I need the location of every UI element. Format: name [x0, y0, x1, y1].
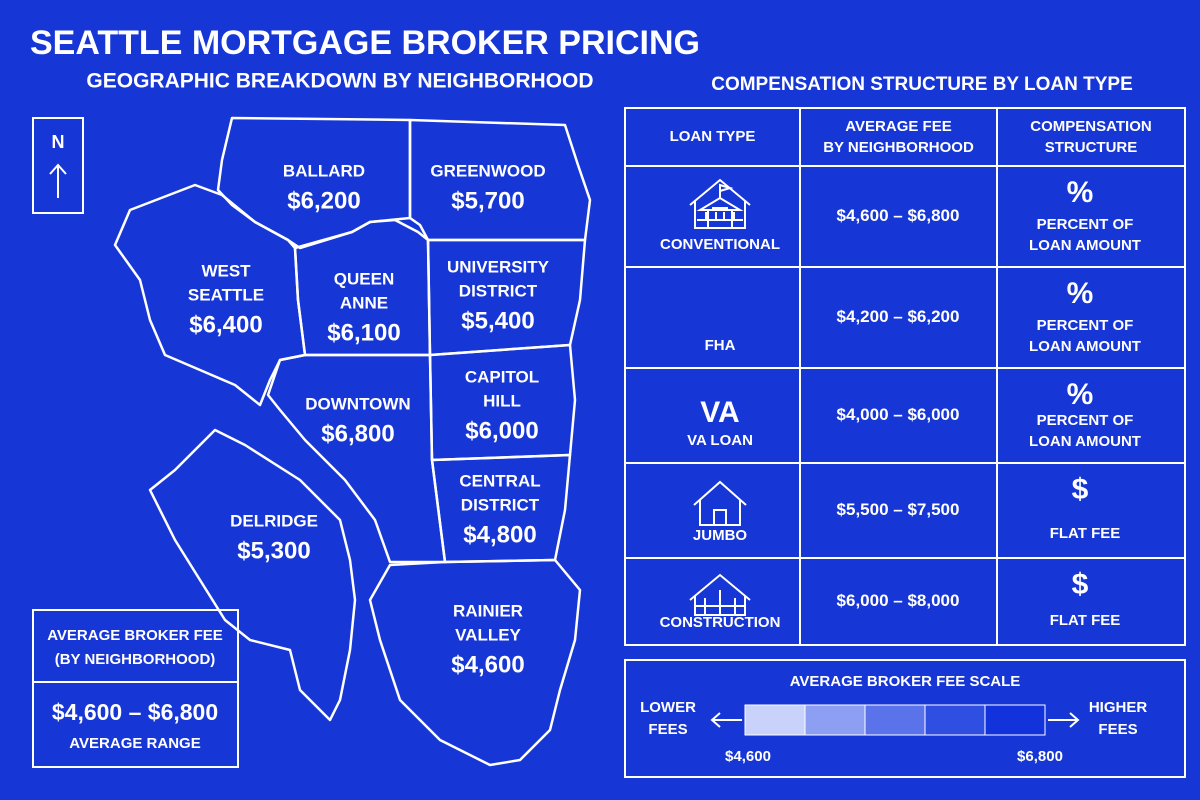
- scale-min: $4,600: [725, 748, 771, 765]
- neighborhood-fee: $6,000: [465, 417, 538, 444]
- summary-range: $4,600 – $6,800: [52, 699, 218, 725]
- structure-text: LOAN AMOUNT: [1029, 237, 1141, 254]
- neighborhood-name: RAINIER: [453, 601, 523, 620]
- region: [426, 238, 587, 357]
- structure-text: PERCENT OF: [1037, 412, 1134, 429]
- structure-symbol: %: [1067, 378, 1094, 411]
- neighborhood-name: DELRIDGE: [230, 511, 318, 530]
- fee-range: $4,200 – $6,200: [837, 307, 960, 326]
- neighborhood-name: UNIVERSITY: [447, 257, 550, 276]
- region: [266, 353, 447, 564]
- neighborhood-name: GREENWOOD: [430, 161, 545, 180]
- structure-symbol: $: [1072, 473, 1089, 506]
- loan-type: CONSTRUCTION: [660, 614, 781, 631]
- scale-low: FEES: [648, 721, 687, 738]
- neighborhood-name: SEATTLE: [188, 285, 264, 304]
- scale-swatch: [984, 704, 1046, 736]
- structure-text: PERCENT OF: [1037, 216, 1134, 233]
- neighborhood-fee: $5,400: [461, 307, 534, 334]
- neighborhood-name: DOWNTOWN: [305, 394, 410, 413]
- column-header: BY NEIGHBORHOOD: [823, 139, 974, 156]
- scale-low: LOWER: [640, 699, 696, 716]
- neighborhood-fee: $4,800: [463, 521, 536, 548]
- neighborhood-name: CENTRAL: [459, 471, 540, 490]
- compass-box: [32, 117, 84, 214]
- structure-text: FLAT FEE: [1050, 525, 1121, 542]
- table: LOAN TYPE AVERAGE FEE BY NEIGHBORHOOD COMPE…: [624, 107, 1186, 646]
- neighborhood-name: DISTRICT: [461, 495, 540, 514]
- neighborhood-fee: $6,200: [287, 187, 360, 214]
- neighborhood-name: CAPITOL: [465, 367, 539, 386]
- table-border: [624, 107, 1186, 646]
- loan-type: FHA: [705, 337, 736, 354]
- summary-box: [32, 609, 239, 768]
- scale-swatch: [924, 704, 986, 736]
- structure-text: PERCENT OF: [1037, 317, 1134, 334]
- neighborhood-name: DISTRICT: [459, 281, 538, 300]
- neighborhood-fee: $4,600: [451, 651, 524, 678]
- structure-text: LOAN AMOUNT: [1029, 338, 1141, 355]
- map: [113, 116, 592, 767]
- summary-caption: AVERAGE RANGE: [69, 735, 200, 752]
- scale-high: FEES: [1098, 721, 1137, 738]
- structure-text: FLAT FEE: [1050, 612, 1121, 629]
- scale-max: $6,800: [1017, 748, 1063, 765]
- loan-icon: [695, 183, 745, 229]
- loan-type: VA LOAN: [687, 432, 753, 449]
- summary-title: AVERAGE BROKER FEE: [47, 627, 223, 644]
- loan-icon: [689, 573, 751, 616]
- structure-symbol: %: [1067, 176, 1094, 209]
- scale-arrows: [710, 712, 1080, 728]
- structure-symbol: $: [1072, 568, 1089, 601]
- loan-type: CONVENTIONAL: [660, 236, 780, 253]
- column-header: COMPENSATION: [1030, 118, 1151, 135]
- fee-range: $4,600 – $6,800: [837, 206, 960, 225]
- neighborhood-fee: $6,100: [327, 319, 400, 346]
- scale-box: [624, 659, 1186, 778]
- neighborhood-name: BALLARD: [283, 161, 365, 180]
- structure-symbol: %: [1067, 277, 1094, 310]
- neighborhood-name: VALLEY: [455, 625, 521, 644]
- scale-high: HIGHER: [1089, 699, 1148, 716]
- region: [368, 558, 582, 767]
- table-title: COMPENSATION STRUCTURE BY LOAN TYPE: [711, 74, 1133, 95]
- loan-icon-text: VA: [700, 396, 739, 429]
- column-header: LOAN TYPE: [670, 128, 756, 145]
- region: [430, 453, 572, 564]
- neighborhood-name: QUEEN: [334, 269, 394, 288]
- title: SEATTLE MORTGAGE BROKER PRICING: [30, 24, 700, 62]
- region: [113, 183, 307, 407]
- region: [293, 218, 432, 357]
- summary-title: (BY NEIGHBORHOOD): [55, 651, 216, 668]
- subtitle: GEOGRAPHIC BREAKDOWN BY NEIGHBORHOOD: [86, 70, 593, 93]
- column-header: STRUCTURE: [1045, 139, 1138, 156]
- neighborhood-fee: $6,800: [321, 420, 394, 447]
- neighborhood-name: WEST: [201, 261, 251, 280]
- scale-swatch: [744, 704, 806, 736]
- region: [428, 343, 577, 462]
- compass-arrow: [49, 163, 67, 198]
- fee-range: $4,000 – $6,000: [837, 405, 960, 424]
- fee-range: $6,000 – $8,000: [837, 591, 960, 610]
- compass-label: N: [52, 132, 65, 152]
- neighborhood-name: ANNE: [340, 293, 388, 312]
- region: [148, 428, 357, 722]
- fee-range: $5,500 – $7,500: [837, 500, 960, 519]
- neighborhood-name: HILL: [483, 391, 521, 410]
- column-header: AVERAGE FEE: [845, 118, 951, 135]
- loan-icon: [693, 480, 747, 526]
- structure-text: LOAN AMOUNT: [1029, 433, 1141, 450]
- neighborhood-fee: $5,700: [451, 187, 524, 214]
- loan-type: JUMBO: [693, 527, 748, 544]
- scale-swatch: [864, 704, 926, 736]
- scale-swatch: [804, 704, 866, 736]
- neighborhood-fee: $5,300: [237, 537, 310, 564]
- scale-title: AVERAGE BROKER FEE SCALE: [790, 673, 1021, 690]
- neighborhood-fee: $6,400: [189, 311, 262, 338]
